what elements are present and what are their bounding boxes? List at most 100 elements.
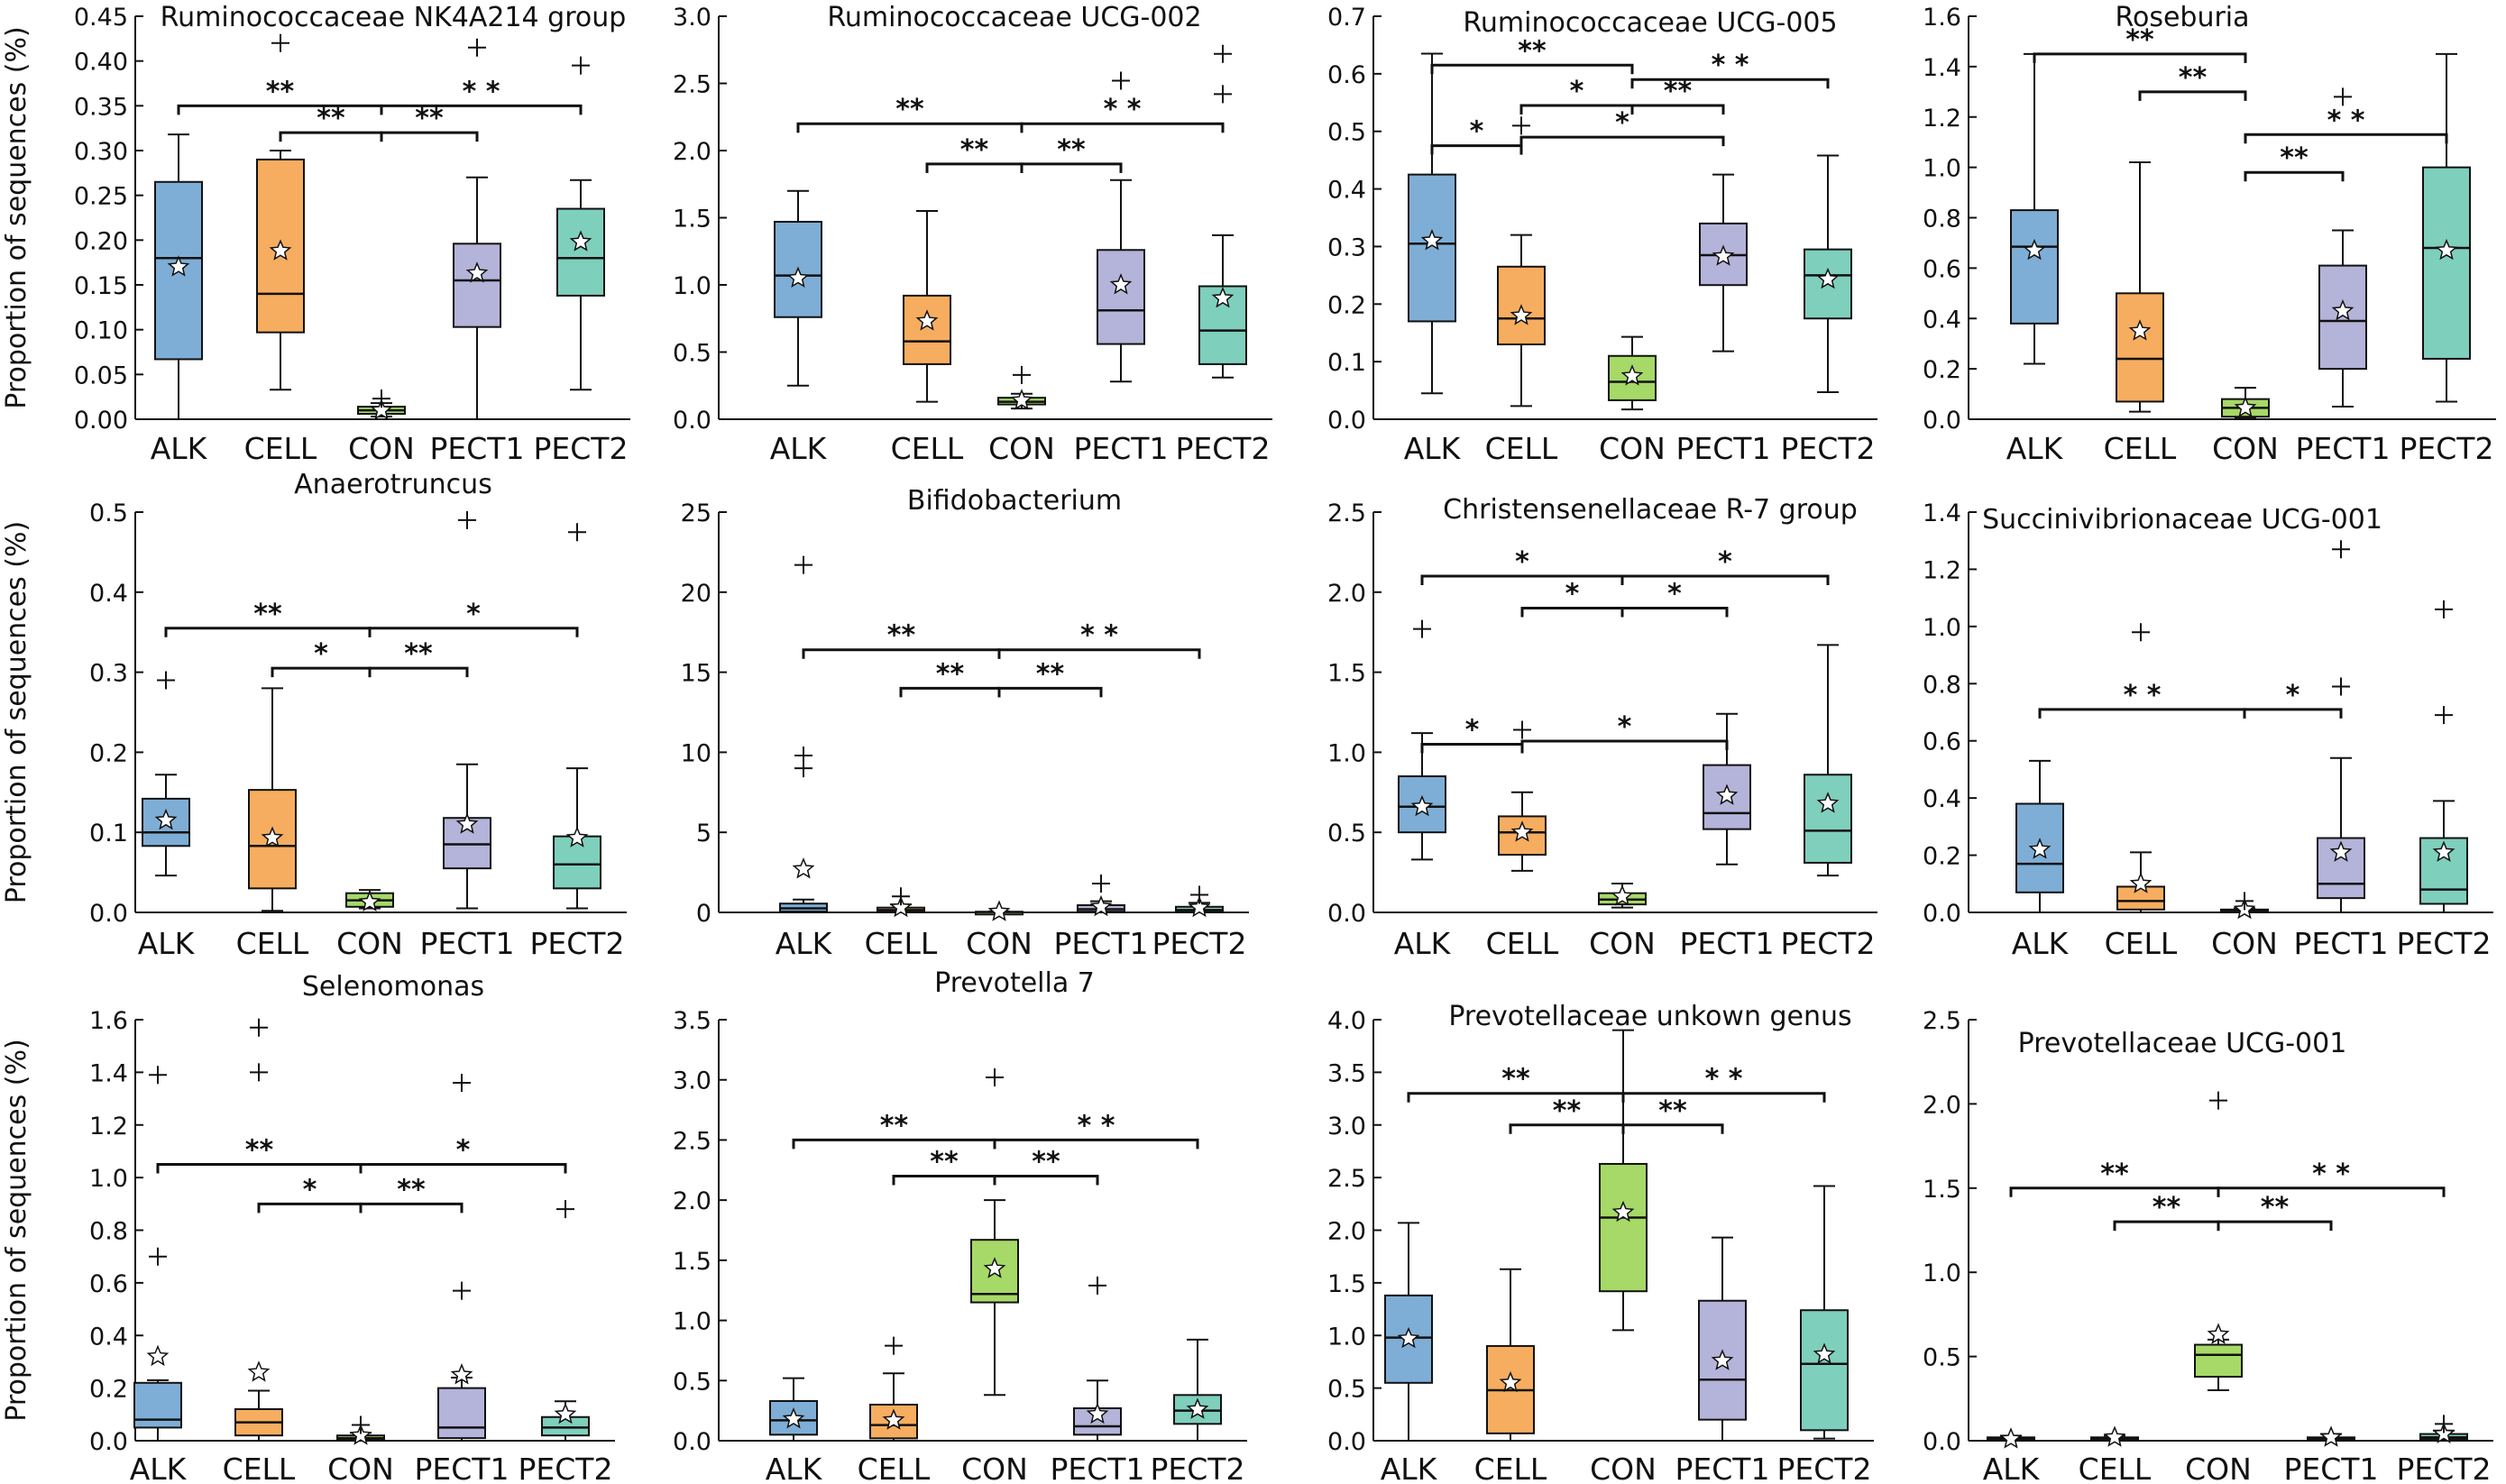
y-tick-label: 0.7 (1327, 4, 1366, 32)
bracket-line (2138, 90, 2247, 101)
outlier-marker (372, 389, 390, 408)
y-tick-label: 0.5 (673, 340, 711, 368)
significance-bracket: ** (925, 134, 1024, 173)
mean-star-marker (987, 900, 1011, 921)
chart-title: Selenomonas (302, 971, 484, 1003)
box-ALK (2010, 52, 2059, 365)
x-category-label: CELL (865, 926, 938, 961)
y-tick-label: 1.2 (1923, 556, 1961, 584)
box-PECT1 (443, 510, 491, 910)
mean-star-marker (1611, 884, 1634, 906)
x-category-label: PECT2 (2397, 1452, 2492, 1484)
y-tick-label: 0.5 (1327, 119, 1366, 147)
outlier-marker (149, 1066, 167, 1085)
significance-label: * (1718, 546, 1732, 578)
significance-label: ** (1658, 1095, 1687, 1127)
box-CELL (869, 1336, 918, 1442)
x-category-label: PECT1 (1051, 1452, 1145, 1484)
mean-star-marker (1816, 267, 1840, 289)
box-iqr (133, 1381, 182, 1429)
significance-label: * (303, 1174, 317, 1205)
outlier-marker (468, 38, 486, 57)
y-tick-label: 0.00 (74, 407, 128, 435)
mean-star-marker (1813, 1342, 1836, 1364)
mean-star-marker (455, 812, 479, 834)
x-category-label: ALK (1394, 926, 1452, 961)
box-CELL (2116, 623, 2165, 913)
box-PECT1 (1073, 1276, 1122, 1442)
mean-star-marker (1816, 792, 1840, 813)
outlier-marker (352, 1415, 370, 1434)
x-category-label: CON (2185, 1452, 2252, 1484)
box-iqr (453, 243, 501, 328)
x-category-label: CELL (244, 431, 317, 466)
y-tick-label: 1.0 (1327, 1323, 1366, 1351)
significance-label: * (466, 599, 481, 630)
significance-bracket: ** (1430, 35, 1634, 75)
y-tick-label: 1.6 (1923, 4, 1961, 32)
significance-bracket: ** (1621, 1095, 1724, 1134)
box-iqr (903, 294, 951, 365)
significance-label: * * (463, 76, 500, 107)
chart-panel-0: 0.00 0.05 0.10 0.15 0.20 0.25 0.30 0.35 0.40 0.45… (1, 2, 630, 466)
outlier-marker (1088, 1276, 1106, 1295)
y-tick-label: 0.6 (1923, 728, 1961, 756)
significance-label: ** (2100, 1159, 2129, 1190)
bracket-line (2244, 170, 2345, 182)
x-category-label: PECT1 (2284, 1452, 2379, 1484)
y-tick-label: 0.0 (1327, 407, 1366, 435)
significance-bracket: * (1620, 579, 1729, 618)
box-iqr (2422, 166, 2471, 360)
bracket-line (2033, 52, 2247, 63)
mean-star-marker (2329, 840, 2353, 862)
significance-bracket: * * (1630, 50, 1830, 89)
significance-label: * * (1104, 94, 1142, 125)
y-tick-label: 0.0 (1923, 900, 1961, 928)
x-category-label: PECT2 (1176, 431, 1271, 466)
significance-bracket: ** (2138, 62, 2247, 101)
box-PECT1 (1703, 712, 1751, 866)
significance-label: ** (2179, 62, 2208, 94)
box-CELL (234, 1018, 283, 1442)
significance-label: ** (317, 103, 345, 134)
mean-star-marker (889, 895, 913, 918)
outlier-marker (794, 555, 812, 574)
box-CON (1608, 335, 1657, 411)
significance-label: ** (245, 1135, 274, 1167)
y-tick-label: 2.0 (673, 1187, 711, 1215)
y-tick-label: 1.2 (89, 1113, 128, 1140)
y-tick-label: 20 (681, 580, 711, 608)
y-tick-label: 0.2 (1923, 843, 1961, 871)
bracket-line (2243, 708, 2343, 719)
y-tick-label: 0.0 (673, 1428, 711, 1456)
mean-star-marker (1499, 1370, 1522, 1393)
chart-title: Ruminococcaceae UCG-002 (827, 2, 1201, 33)
mean-star-marker (2028, 838, 2052, 859)
box-PECT2 (1800, 1185, 1849, 1440)
box-CON (2220, 892, 2269, 920)
box-CON (345, 889, 394, 911)
box-PECT1 (1698, 1236, 1747, 1442)
x-category-label: ALK (770, 431, 828, 466)
x-category-label: ALK (2012, 926, 2070, 961)
y-tick-label: 1.2 (1923, 105, 1961, 133)
box-PECT1 (2307, 1425, 2355, 1447)
outlier-marker (250, 1063, 268, 1082)
significance-bracket: ** (2033, 24, 2247, 63)
significance-label: * (456, 1135, 471, 1167)
x-category-label: PECT2 (1781, 431, 1876, 466)
y-tick-label: 2.5 (1327, 1165, 1366, 1193)
y-tick-label: 0.45 (74, 4, 128, 32)
significance-label: * (2286, 680, 2300, 711)
box-iqr (2318, 264, 2367, 371)
box-ALK (779, 555, 828, 913)
box-CON (2194, 1091, 2243, 1391)
mean-star-marker (450, 1363, 473, 1385)
significance-bracket: * * (2244, 105, 2448, 144)
x-category-label: ALK (1381, 1452, 1438, 1484)
box-PECT2 (556, 56, 605, 391)
outlier-marker (149, 1247, 167, 1266)
y-tick-label: 3.5 (673, 1007, 711, 1035)
y-tick-label: 0.2 (89, 739, 128, 767)
